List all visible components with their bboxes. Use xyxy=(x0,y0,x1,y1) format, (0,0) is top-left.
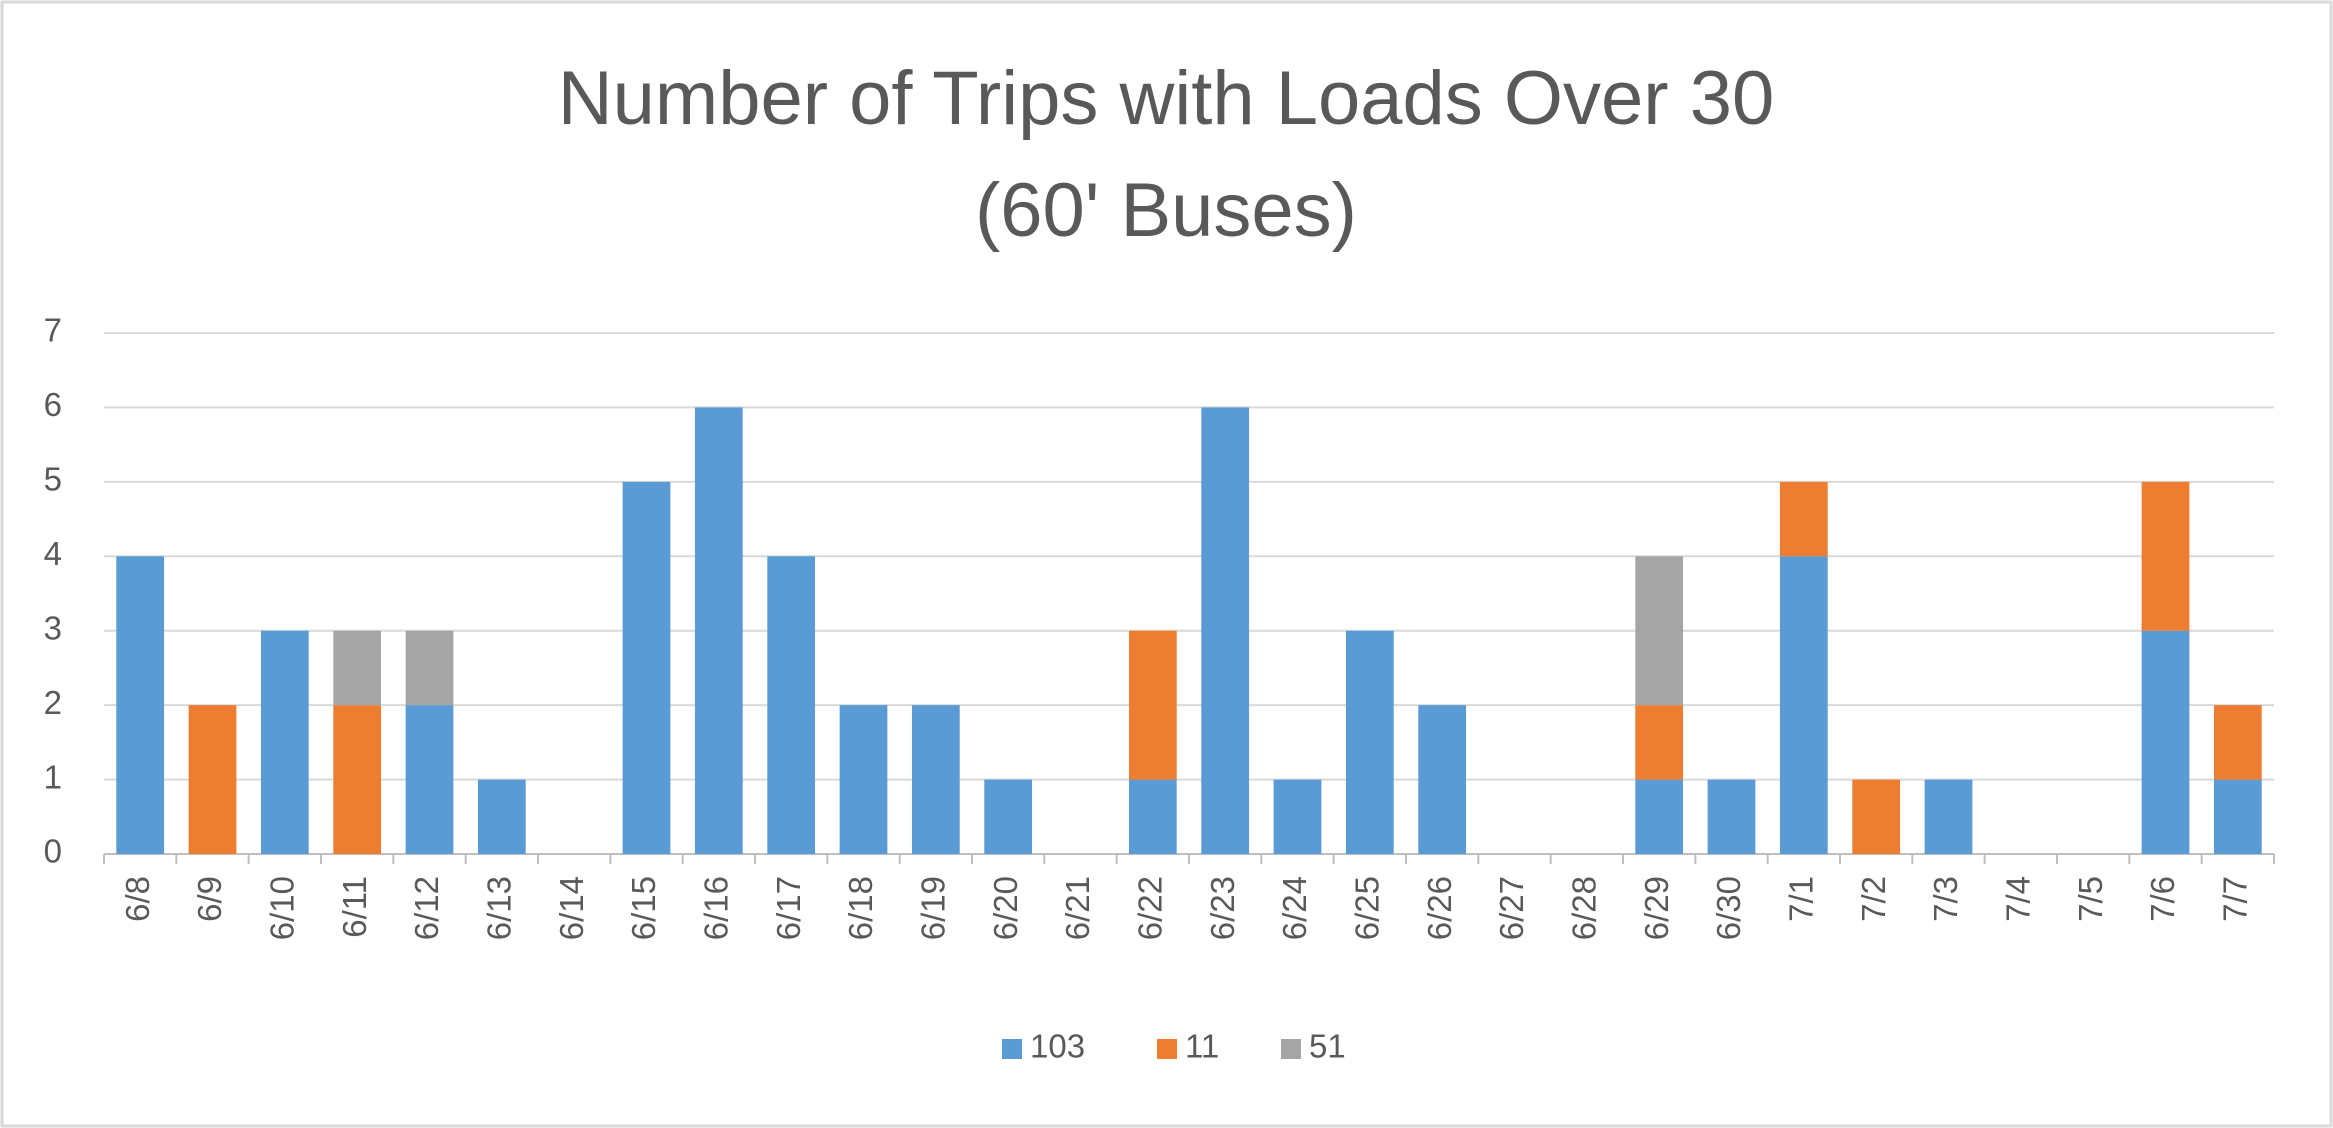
bar xyxy=(1779,556,1828,854)
bar xyxy=(767,556,816,854)
bar xyxy=(405,630,454,706)
x-tick-label: 6/11 xyxy=(336,876,373,938)
bar xyxy=(405,705,454,854)
x-tick-label: 6/18 xyxy=(842,876,879,940)
x-tick-label: 7/3 xyxy=(1927,876,1964,922)
x-tick-label: 6/28 xyxy=(1566,876,1603,940)
bar xyxy=(1852,779,1901,854)
x-tick-label: 6/14 xyxy=(553,876,590,940)
bar xyxy=(116,556,165,854)
x-tick-label: 7/5 xyxy=(2072,876,2109,922)
x-tick-label: 6/30 xyxy=(1710,876,1747,940)
x-tick-label: 6/15 xyxy=(625,876,662,940)
x-tick-label: 6/12 xyxy=(408,876,445,940)
x-tick-label: 6/29 xyxy=(1638,876,1675,940)
y-tick-label: 5 xyxy=(44,461,62,498)
bar xyxy=(1779,481,1828,557)
bar xyxy=(1635,705,1684,780)
x-tick-label: 6/16 xyxy=(698,876,735,940)
legend-label: 11 xyxy=(1185,1028,1219,1065)
bar xyxy=(333,705,382,854)
x-tick-label: 6/25 xyxy=(1349,876,1386,940)
bar xyxy=(2141,481,2190,631)
y-tick-label: 4 xyxy=(44,535,62,572)
x-tick-label: 6/8 xyxy=(119,876,156,922)
bar xyxy=(188,705,237,854)
y-tick-label: 1 xyxy=(44,758,62,795)
bar xyxy=(1201,407,1250,854)
bar xyxy=(622,481,671,854)
bar xyxy=(694,407,743,854)
bar xyxy=(911,705,960,854)
x-tick-label: 6/24 xyxy=(1276,876,1313,940)
x-tick-label: 6/9 xyxy=(191,876,228,922)
legend-swatch xyxy=(1281,1039,1301,1059)
x-tick-label: 6/19 xyxy=(915,876,952,940)
y-tick-label: 0 xyxy=(44,833,62,870)
bar xyxy=(1273,779,1322,854)
bar xyxy=(839,705,888,854)
legend-label: 51 xyxy=(1309,1028,1346,1065)
x-tick-label: 6/10 xyxy=(264,876,301,940)
bar xyxy=(1128,779,1177,854)
bar xyxy=(1345,630,1394,854)
chart-title: Number of Trips with Loads Over 30 xyxy=(558,56,1775,141)
bar xyxy=(333,630,382,706)
legend-swatch xyxy=(1002,1039,1022,1059)
bar xyxy=(1635,779,1684,854)
chart-subtitle: (60' Buses) xyxy=(975,168,1357,253)
bar xyxy=(984,779,1033,854)
x-tick-label: 6/27 xyxy=(1493,876,1530,940)
bar xyxy=(1635,556,1684,706)
x-tick-label: 6/13 xyxy=(481,876,518,940)
bar xyxy=(1707,779,1756,854)
bar xyxy=(1418,705,1467,854)
legend-label: 103 xyxy=(1030,1028,1085,1065)
x-tick-label: 6/26 xyxy=(1421,876,1458,940)
y-tick-label: 3 xyxy=(44,609,62,646)
x-tick-label: 7/6 xyxy=(2144,876,2181,922)
x-tick-label: 6/22 xyxy=(1132,876,1169,940)
bar xyxy=(1924,779,1973,854)
x-tick-label: 6/23 xyxy=(1204,876,1241,940)
bar xyxy=(2141,630,2190,854)
legend-swatch xyxy=(1157,1039,1177,1059)
bar xyxy=(1128,630,1177,780)
x-tick-label: 7/7 xyxy=(2217,876,2254,922)
y-tick-label: 2 xyxy=(44,684,62,721)
bar xyxy=(2213,779,2262,854)
bar xyxy=(260,630,309,854)
x-tick-label: 6/20 xyxy=(987,876,1024,940)
x-tick-label: 6/17 xyxy=(770,876,807,940)
y-tick-label: 7 xyxy=(44,312,62,349)
x-tick-label: 6/21 xyxy=(1059,876,1096,940)
bar xyxy=(477,779,526,854)
y-tick-label: 6 xyxy=(44,386,62,423)
x-tick-label: 7/4 xyxy=(2000,876,2037,922)
bar xyxy=(2213,705,2262,780)
x-tick-label: 7/1 xyxy=(1783,876,1820,922)
x-tick-label: 7/2 xyxy=(1855,876,1892,922)
